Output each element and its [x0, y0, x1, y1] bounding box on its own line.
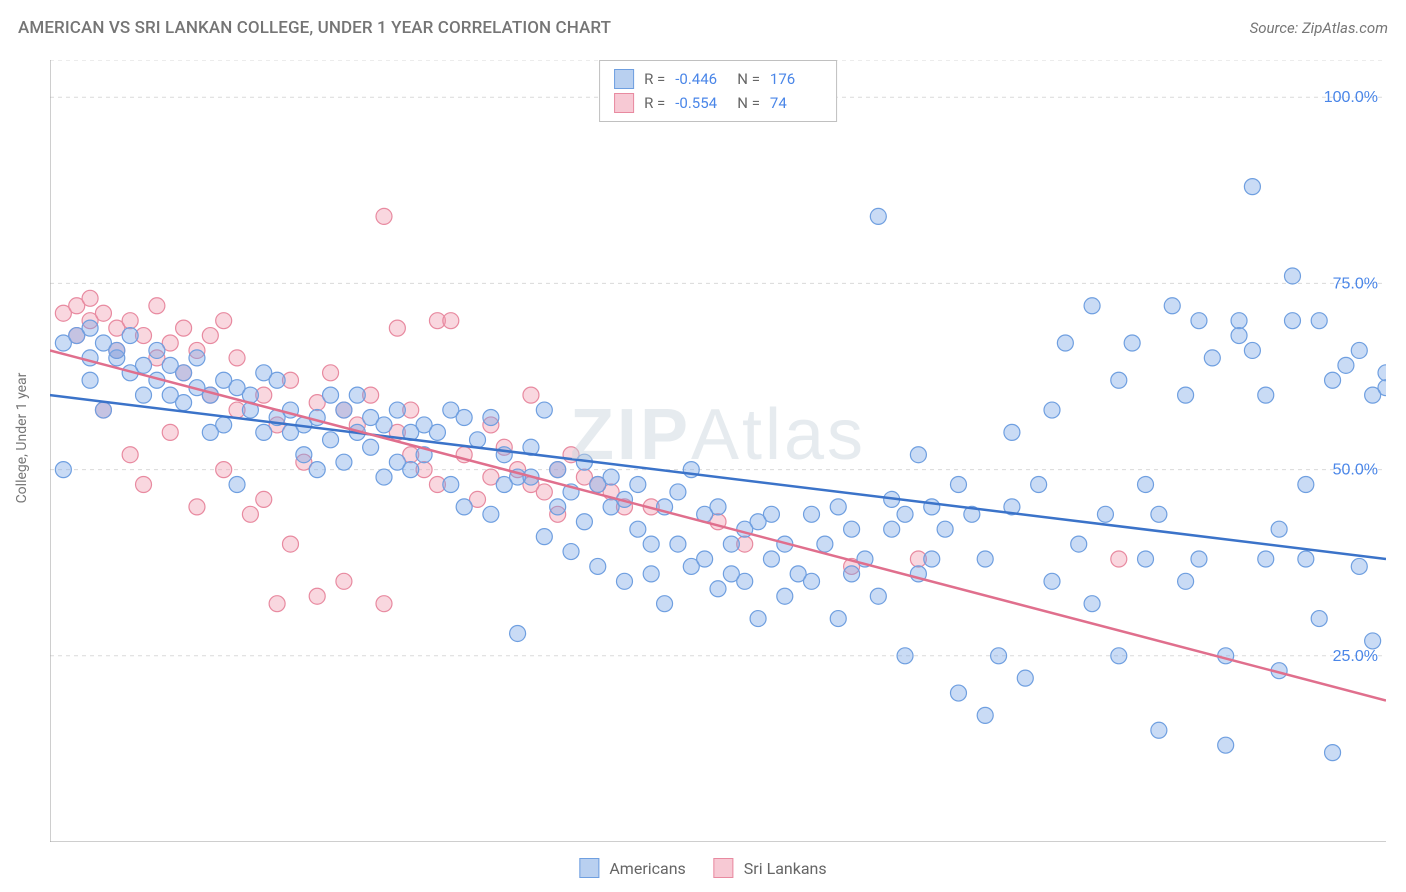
stats-row-series2: R = -0.554 N = 74	[614, 91, 822, 115]
svg-text:100.0%: 100.0%	[1324, 89, 1378, 106]
swatch-series1	[614, 69, 634, 89]
legend-item-series2: Sri Lankans	[714, 858, 827, 878]
svg-text:50.0%: 50.0%	[1333, 462, 1378, 479]
r-value-series2: -0.554	[675, 91, 727, 115]
stats-row-series1: R = -0.446 N = 176	[614, 67, 822, 91]
legend-item-series1: Americans	[579, 858, 685, 878]
swatch-series2	[614, 93, 634, 113]
scatter-plot-svg: 25.0%50.0%75.0%100.0%0.0%100.0%	[50, 60, 1386, 842]
n-value-series2: 74	[770, 91, 822, 115]
r-value-series1: -0.446	[675, 67, 727, 91]
chart-title: AMERICAN VS SRI LANKAN COLLEGE, UNDER 1 …	[18, 18, 611, 38]
legend-label-series1: Americans	[609, 859, 685, 878]
source-attribution: Source: ZipAtlas.com	[1250, 19, 1388, 37]
svg-text:25.0%: 25.0%	[1333, 648, 1378, 665]
legend-swatch-series2	[714, 858, 734, 878]
y-axis-label: College, Under 1 year	[14, 373, 30, 504]
n-value-series1: 176	[770, 67, 822, 91]
svg-text:75.0%: 75.0%	[1333, 275, 1378, 292]
legend-label-series2: Sri Lankans	[744, 859, 827, 878]
correlation-stats-box: R = -0.446 N = 176 R = -0.554 N = 74	[599, 60, 837, 122]
legend-swatch-series1	[579, 858, 599, 878]
chart-plot-area: 25.0%50.0%75.0%100.0%0.0%100.0% ZIPAtlas…	[50, 60, 1386, 842]
chart-legend: Americans Sri Lankans	[579, 858, 826, 878]
